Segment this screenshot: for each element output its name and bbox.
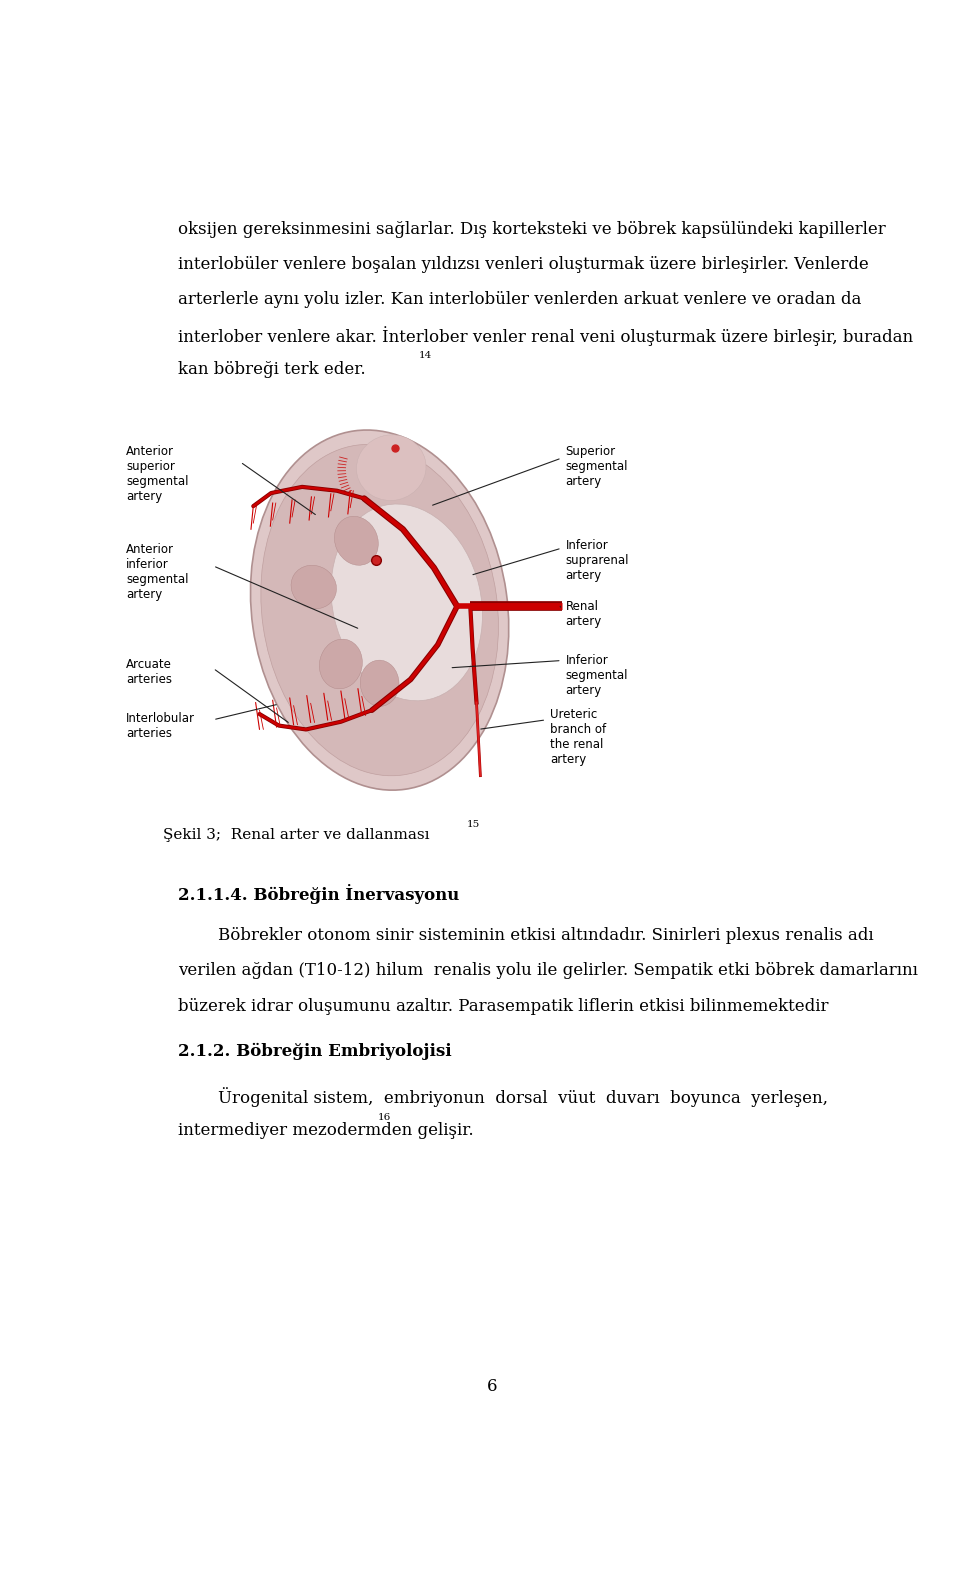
Text: Ürogenital sistem,  embriyonun  dorsal  vüut  duvarı  boyunca  yerleşen,: Ürogenital sistem, embriyonun dorsal vüu… (219, 1087, 828, 1106)
Text: Superior
segmental
artery: Superior segmental artery (565, 444, 628, 487)
Text: intermediyer mezodermden gelişir.: intermediyer mezodermden gelişir. (179, 1122, 473, 1139)
Ellipse shape (331, 505, 483, 701)
Text: 2.1.2. Böbreğin Embriyolojisi: 2.1.2. Böbreğin Embriyolojisi (179, 1043, 452, 1060)
Text: verilen ağdan (T10-12) hilum  renalis yolu ile gelirler. Sempatik etki böbrek da: verilen ağdan (T10-12) hilum renalis yol… (179, 962, 918, 979)
Text: 14: 14 (419, 351, 432, 360)
Text: Inferior
segmental
artery: Inferior segmental artery (565, 654, 628, 697)
Ellipse shape (356, 435, 426, 500)
Text: 15: 15 (467, 820, 480, 828)
Text: 6: 6 (487, 1379, 497, 1395)
Text: 16: 16 (377, 1112, 391, 1122)
Ellipse shape (360, 660, 399, 706)
Text: Ureteric
branch of
the renal
artery: Ureteric branch of the renal artery (550, 708, 607, 767)
Ellipse shape (251, 430, 509, 790)
Ellipse shape (261, 444, 498, 776)
Ellipse shape (291, 565, 336, 609)
Text: büzerek idrar oluşumunu azaltır. Parasempatik liflerin etkisi bilinmemektedir: büzerek idrar oluşumunu azaltır. Parasem… (179, 998, 828, 1014)
Text: Arcuate
arteries: Arcuate arteries (126, 659, 172, 686)
Text: Anterior
superior
segmental
artery: Anterior superior segmental artery (126, 444, 189, 503)
Text: Inferior
suprarenal
artery: Inferior suprarenal artery (565, 540, 629, 582)
Text: Anterior
inferior
segmental
artery: Anterior inferior segmental artery (126, 543, 189, 601)
Text: kan böbreği terk eder.: kan böbreği terk eder. (179, 362, 366, 378)
Text: 2.1.1.4. Böbreğin İnervasyonu: 2.1.1.4. Böbreğin İnervasyonu (179, 884, 460, 903)
Text: Şekil 3;  Renal arter ve dallanması: Şekil 3; Renal arter ve dallanması (162, 827, 429, 841)
Ellipse shape (334, 516, 378, 565)
Text: interlobüler venlere boşalan yıldızsı venleri oluşturmak üzere birleşirler. Venl: interlobüler venlere boşalan yıldızsı ve… (179, 256, 869, 273)
Text: oksijen gereksinmesini sağlarlar. Dış korteksteki ve böbrek kapsülündeki kapille: oksijen gereksinmesini sağlarlar. Dış ko… (179, 221, 886, 238)
Text: Interlobular
arteries: Interlobular arteries (126, 713, 195, 740)
Text: interlober venlere akar. İnterlober venler renal veni oluşturmak üzere birleşir,: interlober venlere akar. İnterlober venl… (179, 327, 913, 346)
Ellipse shape (320, 640, 362, 689)
Text: Renal
artery: Renal artery (565, 600, 602, 628)
Text: Böbrekler otonom sinir sisteminin etkisi altındadır. Sinirleri plexus renalis ad: Böbrekler otonom sinir sisteminin etkisi… (219, 927, 874, 944)
Text: arterlerle aynı yolu izler. Kan interlobüler venlerden arkuat venlere ve oradan : arterlerle aynı yolu izler. Kan interlob… (179, 292, 861, 308)
